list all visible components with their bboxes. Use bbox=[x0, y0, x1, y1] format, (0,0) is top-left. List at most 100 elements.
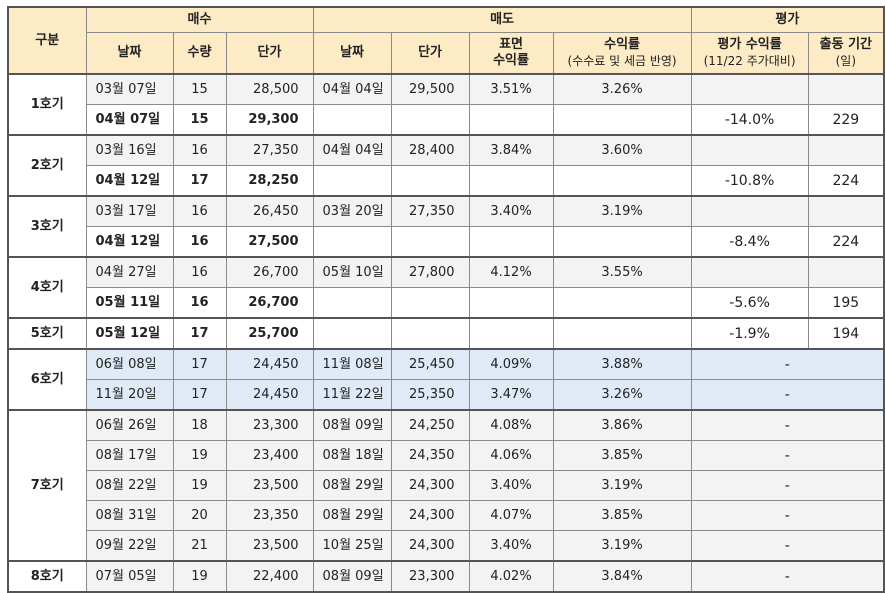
eval-cell: - bbox=[690, 560, 885, 593]
buy-price-cell: 29,300 bbox=[225, 104, 314, 136]
buy-qty-cell: 15 bbox=[172, 104, 227, 136]
header-eval: 평가 bbox=[690, 6, 885, 33]
buy-qty-cell: 21 bbox=[172, 530, 227, 562]
surface-return-cell: 3.40% bbox=[468, 195, 554, 227]
days-cell: 229 bbox=[807, 104, 885, 136]
buy-date-cell: 03월 07일 bbox=[85, 73, 174, 105]
sell-price-cell bbox=[390, 226, 470, 258]
buy-qty-cell: 16 bbox=[172, 256, 227, 288]
sell-date-cell: 11월 22일 bbox=[312, 379, 392, 411]
net-return-cell: 3.85% bbox=[552, 440, 692, 471]
eval-return-cell: -14.0% bbox=[690, 104, 809, 136]
buy-date-cell: 11월 20일 bbox=[85, 379, 174, 411]
buy-price-cell: 23,500 bbox=[225, 470, 314, 501]
eval-cell: - bbox=[690, 470, 885, 501]
buy-date-cell: 08월 31일 bbox=[85, 500, 174, 531]
trade-table: 구분 매수 매도 평가 날짜 수량 단가 날짜 단가 표면 수익률 수익률 (수… bbox=[7, 6, 886, 593]
buy-qty-cell: 15 bbox=[172, 73, 227, 105]
table-row: 09월 22일 21 23,500 10월 25일 24,300 3.40% 3.19% - bbox=[8, 530, 885, 562]
buy-date-cell: 08월 17일 bbox=[85, 440, 174, 471]
days-cell: 195 bbox=[807, 287, 885, 319]
buy-qty-cell: 19 bbox=[172, 470, 227, 501]
eval-return-cell: -10.8% bbox=[690, 165, 809, 197]
buy-date-cell: 05월 11일 bbox=[85, 287, 174, 319]
net-return-cell: 3.60% bbox=[552, 134, 692, 166]
eval-return-cell bbox=[690, 195, 809, 227]
sell-date-cell bbox=[312, 317, 392, 350]
header-days-line1: 출동 기간 bbox=[819, 37, 873, 52]
sell-price-cell: 27,350 bbox=[390, 195, 470, 227]
buy-qty-cell: 19 bbox=[172, 560, 227, 593]
eval-return-cell: -8.4% bbox=[690, 226, 809, 258]
buy-date-cell: 04월 27일 bbox=[85, 256, 174, 288]
buy-date-cell: 03월 16일 bbox=[85, 134, 174, 166]
sell-price-cell: 27,800 bbox=[390, 256, 470, 288]
surface-return-cell: 4.09% bbox=[468, 348, 554, 380]
sell-price-cell: 24,350 bbox=[390, 440, 470, 471]
net-return-cell: 3.86% bbox=[552, 409, 692, 441]
group-label: 6호기 bbox=[7, 348, 87, 411]
buy-price-cell: 26,700 bbox=[225, 256, 314, 288]
buy-qty-cell: 18 bbox=[172, 409, 227, 441]
buy-date-cell: 08월 22일 bbox=[85, 470, 174, 501]
buy-qty-cell: 16 bbox=[172, 226, 227, 258]
table-row: 3호기 03월 17일 16 26,450 03월 20일 27,350 3.40% 3.19… bbox=[7, 195, 885, 258]
eval-cell: - bbox=[690, 379, 885, 411]
buy-qty-cell: 17 bbox=[172, 348, 227, 380]
table-header: 구분 매수 매도 평가 날짜 수량 단가 날짜 단가 표면 수익률 수익률 (수… bbox=[7, 6, 885, 75]
header-net-return: 수익률 (수수료 및 세금 반영) bbox=[552, 32, 692, 75]
sell-date-cell: 03월 20일 bbox=[312, 195, 392, 227]
surface-return-cell: 3.40% bbox=[468, 470, 554, 501]
buy-price-cell: 23,300 bbox=[225, 409, 314, 441]
eval-return-cell: -5.6% bbox=[690, 287, 809, 319]
buy-date-cell: 04월 07일 bbox=[85, 104, 174, 136]
eval-cell: - bbox=[690, 500, 885, 531]
sell-price-cell bbox=[390, 165, 470, 197]
buy-date-cell: 05월 12일 bbox=[85, 317, 174, 350]
eval-return-cell bbox=[690, 134, 809, 166]
table-body: 1호기 03월 07일 15 28,500 04월 04일 29,500 3.51% 3.26… bbox=[7, 73, 885, 593]
table-row: 7호기 06월 26일 18 23,300 08월 09일 24,250 4.08% 3.86… bbox=[7, 409, 885, 562]
sell-date-cell: 08월 29일 bbox=[312, 500, 392, 531]
days-cell: 224 bbox=[807, 165, 885, 197]
sell-price-cell: 24,250 bbox=[390, 409, 470, 441]
surface-return-cell: 4.06% bbox=[468, 440, 554, 471]
buy-price-cell: 22,400 bbox=[225, 560, 314, 593]
buy-qty-cell: 17 bbox=[172, 165, 227, 197]
net-return-cell bbox=[552, 165, 692, 197]
group-label: 1호기 bbox=[7, 73, 87, 136]
buy-date-cell: 03월 17일 bbox=[85, 195, 174, 227]
sell-date-cell: 04월 04일 bbox=[312, 134, 392, 166]
eval-return-cell: -1.9% bbox=[690, 317, 809, 350]
header-buy: 매수 bbox=[85, 6, 314, 33]
header-buy-qty: 수량 bbox=[172, 32, 227, 75]
net-return-cell: 3.85% bbox=[552, 500, 692, 531]
buy-date-cell: 06월 26일 bbox=[85, 409, 174, 441]
table-row: 1호기 03월 07일 15 28,500 04월 04일 29,500 3.51% 3.26… bbox=[7, 73, 885, 136]
net-return-cell bbox=[552, 226, 692, 258]
net-return-cell: 3.26% bbox=[552, 73, 692, 105]
header-surface-return-line2: 수익률 bbox=[493, 53, 529, 68]
eval-cell: - bbox=[690, 348, 885, 380]
net-return-cell: 3.88% bbox=[552, 348, 692, 380]
sell-date-cell: 08월 09일 bbox=[312, 409, 392, 441]
net-return-cell: 3.19% bbox=[552, 530, 692, 562]
sell-price-cell bbox=[390, 317, 470, 350]
net-return-cell: 3.55% bbox=[552, 256, 692, 288]
group-label: 2호기 bbox=[7, 134, 87, 197]
header-days: 출동 기간 (일) bbox=[807, 32, 885, 75]
buy-qty-cell: 19 bbox=[172, 440, 227, 471]
buy-qty-cell: 20 bbox=[172, 500, 227, 531]
buy-date-cell: 04월 12일 bbox=[85, 226, 174, 258]
header-net-return-line2: (수수료 및 세금 반영) bbox=[567, 54, 677, 68]
sell-date-cell: 08월 29일 bbox=[312, 470, 392, 501]
table-row: 11월 20일 17 24,450 11월 22일 25,350 3.47% 3.26% - bbox=[8, 379, 885, 411]
eval-cell: - bbox=[690, 530, 885, 562]
header-eval-return-line2: (11/22 주가대비) bbox=[703, 54, 796, 68]
sell-date-cell: 10월 25일 bbox=[312, 530, 392, 562]
header-sell: 매도 bbox=[312, 6, 692, 33]
days-cell bbox=[807, 256, 885, 288]
sell-price-cell: 25,350 bbox=[390, 379, 470, 411]
net-return-cell bbox=[552, 104, 692, 136]
buy-qty-cell: 16 bbox=[172, 134, 227, 166]
